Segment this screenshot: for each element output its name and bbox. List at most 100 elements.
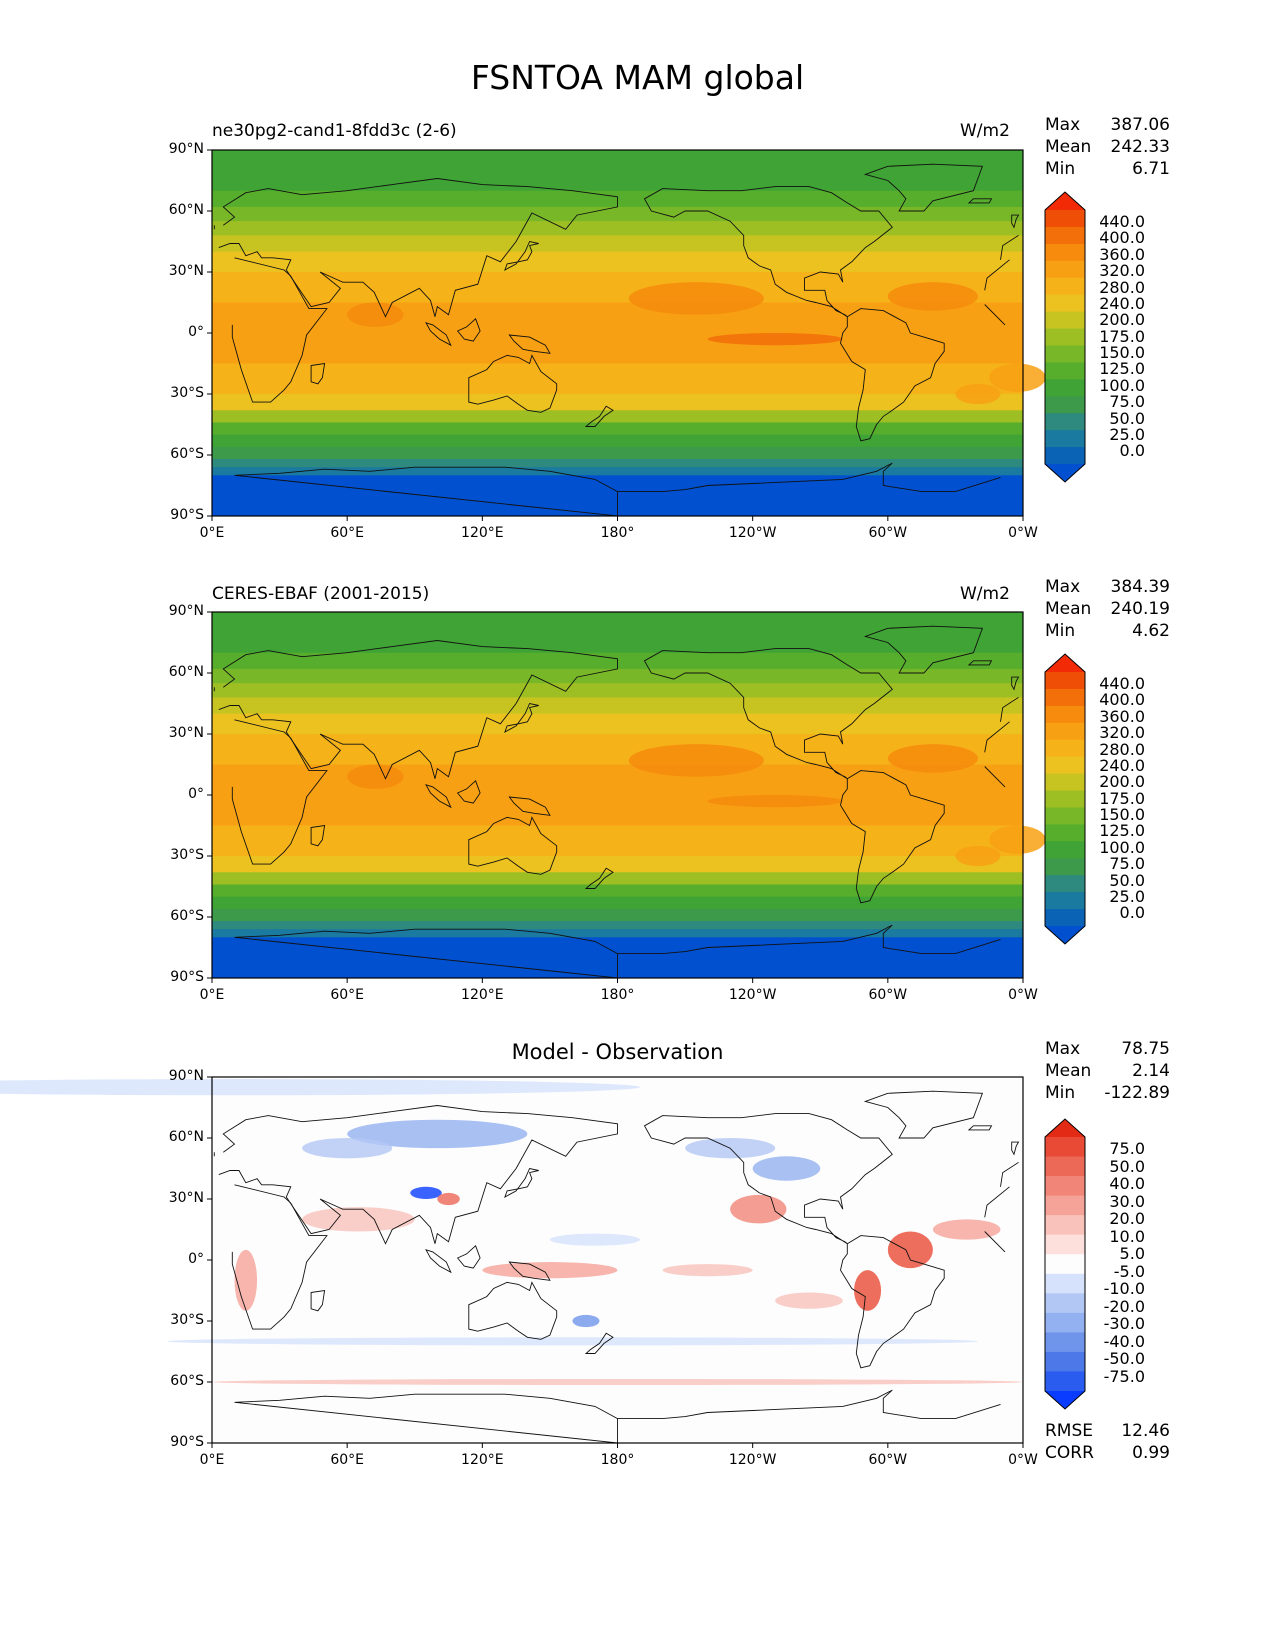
panel2-units: W/m2: [960, 584, 1010, 604]
colorbar-segment: [1045, 824, 1085, 842]
panel1-mean-value: 242.33: [1110, 137, 1170, 157]
diff-patch: [347, 1119, 528, 1149]
field-patch: [955, 845, 1001, 867]
colorbar-segment: [1045, 1332, 1085, 1353]
panel3-max-value: 78.75: [1121, 1039, 1170, 1059]
lat-band: [212, 422, 1023, 436]
y-tick-label: 30°N: [168, 1190, 204, 1206]
lat-band: [212, 410, 1023, 423]
coastline-borneo: [456, 318, 481, 342]
diff-patch: [662, 1264, 753, 1277]
colorbar-segment: [1045, 311, 1085, 329]
panel3-mean-value: 2.14: [1132, 1061, 1170, 1081]
colorbar-segment: [1045, 1312, 1085, 1333]
lat-band: [212, 795, 1023, 826]
coastline-madagascar: [310, 824, 326, 847]
colorbar-segment: [1045, 722, 1085, 741]
panel3-corr-value: 0.99: [1132, 1443, 1170, 1463]
coastline-japan: [504, 702, 539, 733]
colorbar-segment: [1045, 1273, 1085, 1294]
y-tick-label: 60°N: [168, 1129, 204, 1145]
colorbar-segment: [1045, 328, 1085, 346]
panel3-rmse-label: RMSE: [1045, 1421, 1094, 1441]
coastline-australia: [468, 354, 558, 413]
lat-band: [212, 668, 1023, 684]
colorbar-segment: [1045, 447, 1085, 465]
colorbar-level-label: -5.0: [1113, 1261, 1145, 1281]
lat-band: [212, 467, 1023, 476]
coastline-namerica: [643, 186, 893, 318]
coastline-uk: [213, 676, 1020, 692]
coastline-antarctica: [234, 462, 1001, 516]
x-tick-label: 60°E: [330, 1452, 364, 1468]
colorbar-level-label: 150.0: [1099, 343, 1145, 363]
lat-band: [212, 872, 1023, 885]
panel1-min-value: 6.71: [1132, 159, 1170, 179]
diff-patch: [0, 1079, 640, 1096]
panel1-label: ne30pg2-cand1-8fdd3c (2-6): [212, 121, 457, 141]
x-tick-label: 120°W: [728, 987, 777, 1003]
coastline-madagascar: [310, 362, 326, 385]
field-patch: [707, 795, 843, 808]
x-tick-label: 0°E: [199, 525, 225, 541]
coastline-sumatra: [425, 322, 452, 347]
coastline-samerica: [840, 308, 945, 442]
colorbar-level-label: -50.0: [1103, 1349, 1145, 1369]
diff-patch: [932, 1219, 1001, 1240]
coastline-borneo: [456, 780, 481, 804]
colorbar-segment: [1045, 413, 1085, 431]
field-patch: [707, 333, 843, 346]
x-tick-label: 120°W: [728, 1452, 777, 1468]
colorbar-segment: [1045, 1156, 1085, 1177]
colorbar-level-label: 360.0: [1099, 244, 1145, 264]
lat-band: [212, 884, 1023, 898]
colorbar-level-label: 440.0: [1099, 674, 1145, 693]
y-tick-label: 90°N: [168, 603, 204, 619]
lat-band: [212, 434, 1023, 448]
diff-patch: [887, 1231, 933, 1269]
y-tick-label: 30°S: [170, 385, 204, 401]
colorbar-extend-min: [1045, 926, 1085, 944]
panel2-mean-value: 240.19: [1110, 599, 1170, 619]
colorbar-segment: [1045, 1176, 1085, 1197]
panel3-min-label: Min: [1045, 1083, 1076, 1103]
y-tick-label: 60°N: [168, 664, 204, 680]
colorbar-level-label: -30.0: [1103, 1314, 1145, 1334]
y-tick-label: 30°N: [168, 725, 204, 741]
panel3-mean-label: Mean: [1045, 1061, 1092, 1081]
coastline-uk: [213, 1141, 1020, 1157]
colorbar-segment: [1045, 210, 1085, 228]
field-patch: [955, 383, 1001, 405]
diff-patch: [482, 1262, 618, 1279]
diff-patch: [730, 1194, 787, 1224]
field-patch: [628, 282, 764, 315]
colorbar-segment: [1045, 362, 1085, 380]
colorbar-segment: [1045, 892, 1085, 910]
coastline-nz: [584, 1332, 614, 1354]
x-tick-label: 0°W: [1008, 1452, 1038, 1468]
x-tick-label: 120°E: [461, 1452, 504, 1468]
colorbar-level-label: 320.0: [1099, 261, 1145, 281]
x-tick-label: 60°W: [868, 987, 908, 1003]
colorbar-segment: [1045, 396, 1085, 414]
colorbar-level-label: 150.0: [1099, 805, 1145, 825]
colorbar-segment: [1045, 1195, 1085, 1216]
field-patch: [989, 825, 1046, 854]
diff-patch: [549, 1233, 641, 1246]
diff-patch: [302, 1207, 415, 1232]
colorbar-level-label: 0.0: [1119, 441, 1145, 461]
lat-band: [212, 394, 1023, 411]
coastline-newguinea: [508, 334, 551, 354]
colorbar-segment: [1045, 739, 1085, 758]
coastline-borneo: [456, 1245, 481, 1269]
coastline-nz: [584, 405, 614, 427]
diff-patch: [234, 1249, 258, 1311]
colorbar-outline: [1044, 191, 1086, 483]
colorbar-segment: [1045, 1234, 1085, 1255]
colorbar-segment: [1045, 858, 1085, 876]
coastline-greenland: [863, 625, 984, 674]
colorbar-outline: [1044, 653, 1086, 945]
figure-title: FSNTOA MAM global: [470, 58, 805, 97]
lat-band: [212, 612, 1023, 637]
